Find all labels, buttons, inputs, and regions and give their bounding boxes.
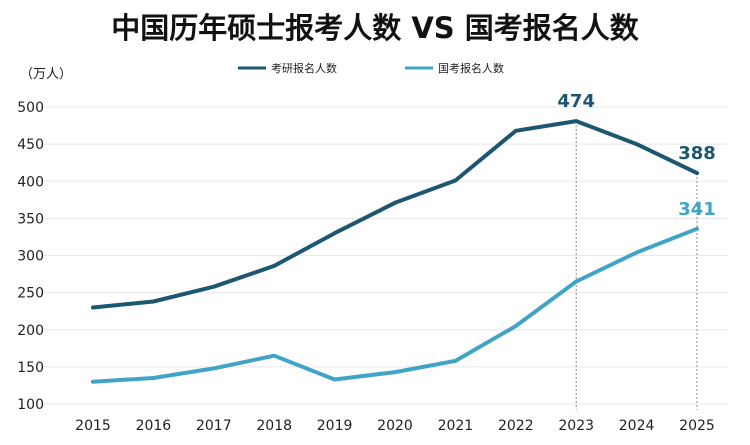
chart-title: 中国历年硕士报考人数 VS 国考报名人数 [111,11,640,45]
data-point [574,119,578,123]
data-point [151,299,156,304]
legend-label-0: 考研报名人数 [271,61,337,75]
y-tick-label: 150 [17,360,44,376]
data-label: 341 [678,199,716,220]
data-point [212,366,216,371]
data-point [695,171,699,175]
y-tick-label: 300 [17,249,44,265]
x-tick-label: 2018 [256,418,292,434]
data-point [393,200,397,205]
data-point [91,305,95,310]
data-point [695,226,699,231]
data-point [393,370,397,374]
x-tick-label: 2021 [438,418,474,434]
series-line-1 [91,226,699,384]
data-point [514,324,518,328]
y-axis-unit-label: （万人） [20,67,72,82]
y-tick-label: 500 [17,100,44,116]
y-tick-label: 350 [17,211,44,227]
data-point [272,353,277,358]
data-point [212,284,216,289]
reference-lines [575,121,698,410]
x-tick-label: 2017 [196,418,232,434]
data-point [332,231,337,236]
data-point [91,379,95,384]
data-point [151,376,156,380]
y-tick-label: 450 [17,137,44,153]
x-tick-label: 2019 [317,418,353,434]
y-axis: 100 150 200 250 300 350 400 450 500 [17,100,44,413]
data-label: 474 [557,91,595,112]
data-labels: 474 388 341 [557,91,715,220]
data-label: 388 [678,143,716,164]
grid [44,106,728,405]
data-point [332,377,337,382]
x-tick-label: 2016 [136,418,172,434]
x-tick-label: 2025 [679,418,715,434]
data-point [574,279,578,284]
data-point [272,264,277,268]
y-tick-label: 100 [17,397,44,413]
x-tick-label: 2022 [498,418,534,434]
y-tick-label: 250 [17,286,44,302]
data-point [453,178,458,183]
data-point [514,128,518,133]
x-tick-label: 2015 [75,418,111,434]
legend: 考研报名人数 国考报名人数 [238,61,504,75]
legend-label-1: 国考报名人数 [438,61,504,75]
data-point [634,250,639,255]
x-axis: 2015 2016 2017 2018 2019 2020 2021 2022 2023 2024… [75,418,715,434]
data-point [453,359,458,363]
y-tick-label: 400 [17,174,44,190]
x-tick-label: 2020 [377,418,413,434]
series-lines [91,119,699,384]
x-tick-label: 2023 [558,418,594,434]
y-tick-label: 200 [17,323,44,339]
series-line-0 [91,119,699,310]
data-point [634,142,639,146]
x-tick-label: 2024 [619,418,655,434]
